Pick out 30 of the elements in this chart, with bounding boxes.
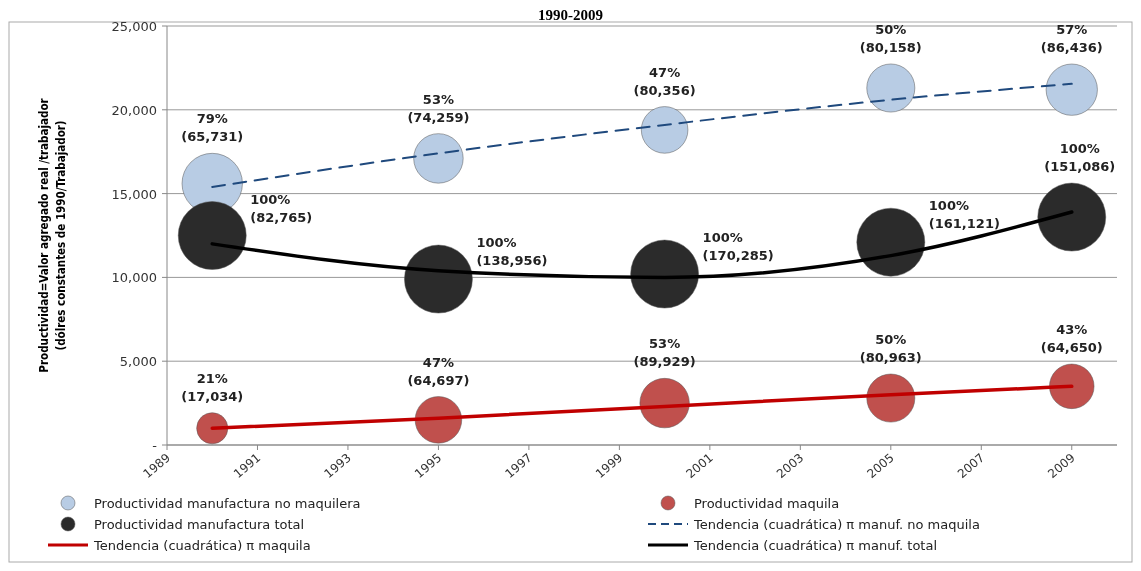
data-label: 100% (170,285)	[702, 230, 774, 264]
legend-label: Tendencia (cuadrática) π manuf. no maquila	[693, 517, 980, 532]
y-axis-title: Productividad=Valor agregado real /trabajador (dólres constantes de 1990/Trabajador)	[37, 97, 68, 373]
data-label: 79% (65,731)	[181, 111, 244, 145]
y-tick-label: 20,000	[111, 102, 157, 118]
legend-label: Productividad manufactura total	[94, 517, 305, 532]
data-label: 50% (80,158)	[859, 21, 922, 55]
data-label: 47% (80,356)	[633, 64, 696, 98]
data-label: 57% (86,436)	[1040, 22, 1103, 56]
data-label: 100% (161,121)	[928, 198, 1000, 232]
data-label: 53% (89,929)	[633, 336, 696, 370]
data-label: 100% (138,956)	[476, 235, 548, 269]
y-tick-label: -	[152, 438, 158, 453]
data-label: 47% (64,697)	[407, 354, 470, 388]
data-label: 100% (82,765)	[250, 191, 313, 225]
legend-label: Productividad maquila	[694, 496, 840, 511]
legend-label: Tendencia (cuadrática) π maquila	[93, 538, 311, 553]
data-label: 50% (80,963)	[859, 332, 922, 366]
data-label: 21% (17,034)	[181, 370, 244, 404]
chart-title: 1990-2009	[538, 7, 603, 23]
legend-label: Productividad manufactura no maquilera	[94, 496, 361, 511]
line-series	[210, 210, 1074, 280]
y-tick-label: 5,000	[119, 354, 157, 370]
data-label: 53% (74,259)	[407, 91, 470, 125]
legend-label: Tendencia (cuadrática) π manuf. total	[693, 538, 938, 553]
y-tick-label: 15,000	[111, 186, 157, 202]
y-tick-label: 10,000	[111, 270, 157, 286]
y-tick-label: 25,000	[111, 19, 157, 34]
data-label: 43% (64,650)	[1040, 322, 1103, 356]
data-label: 100% (151,086)	[1044, 141, 1116, 175]
